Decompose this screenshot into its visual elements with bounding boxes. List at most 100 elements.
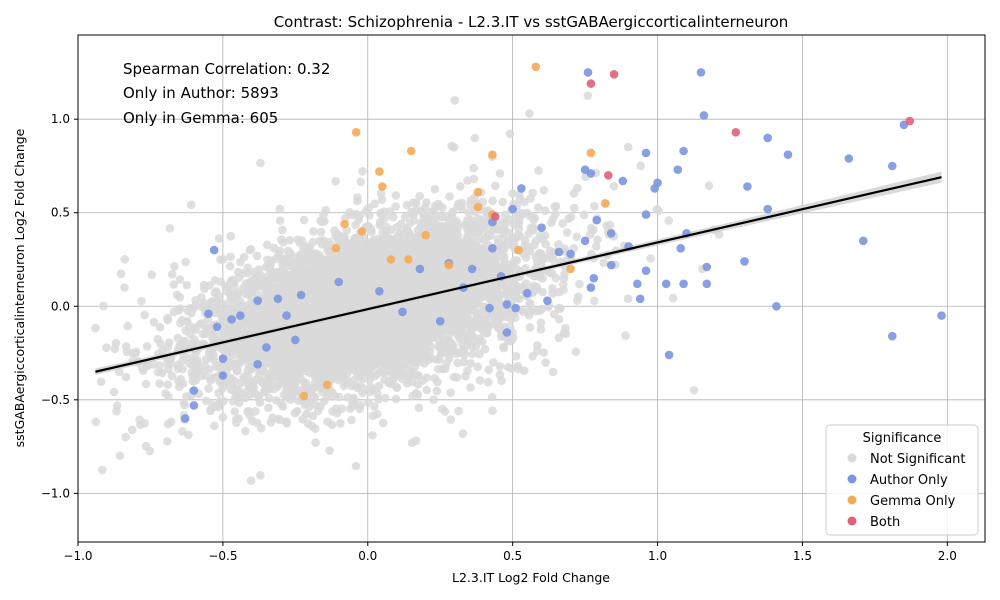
- not-significant-point: [243, 263, 253, 273]
- not-significant-point: [200, 284, 209, 294]
- not-significant-point: [508, 189, 517, 198]
- not-significant-point: [480, 344, 490, 354]
- not-significant-point: [445, 192, 454, 201]
- not-significant-point: [420, 203, 430, 212]
- not-significant-point: [378, 418, 388, 428]
- not-significant-point: [99, 301, 108, 311]
- not-significant-point: [164, 338, 174, 348]
- not-significant-point: [246, 476, 256, 486]
- not-significant-point: [226, 231, 236, 241]
- not-significant-point: [347, 415, 356, 425]
- not-significant-point: [415, 191, 425, 201]
- not-significant-point: [230, 407, 239, 416]
- not-significant-point: [483, 377, 493, 387]
- not-significant-point: [391, 394, 401, 404]
- not-significant-point: [466, 359, 475, 368]
- not-significant-point: [142, 342, 152, 351]
- not-significant-point: [251, 407, 260, 416]
- not-significant-point: [391, 202, 401, 211]
- not-significant-point: [353, 196, 362, 206]
- not-significant-point: [163, 313, 172, 323]
- not-significant-point: [571, 347, 581, 357]
- not-significant-point: [172, 290, 182, 300]
- not-significant-point: [252, 251, 262, 261]
- not-significant-point: [264, 393, 274, 403]
- not-significant-point: [278, 402, 288, 411]
- not-significant-point: [499, 342, 508, 352]
- not-significant-point: [248, 386, 258, 396]
- not-significant-point: [447, 209, 457, 219]
- not-significant-point: [178, 364, 187, 374]
- not-significant-point: [452, 373, 462, 382]
- not-significant-point: [316, 227, 326, 237]
- not-significant-point: [422, 385, 432, 395]
- not-significant-point: [232, 414, 241, 424]
- not-significant-point: [590, 201, 599, 211]
- not-significant-point: [468, 323, 478, 333]
- not-significant-point: [370, 402, 379, 411]
- not-significant-point: [116, 269, 126, 279]
- not-significant-point: [275, 246, 285, 256]
- not-significant-point: [109, 387, 119, 397]
- not-significant-point: [572, 296, 582, 305]
- not-significant-point: [327, 374, 336, 384]
- not-significant-point: [579, 210, 589, 220]
- not-significant-point: [414, 403, 424, 413]
- not-significant-point: [430, 184, 440, 194]
- not-significant-point: [572, 232, 581, 241]
- not-significant-point: [400, 212, 410, 222]
- not-significant-point: [487, 392, 497, 402]
- not-significant-point: [413, 380, 423, 389]
- not-significant-point: [246, 245, 256, 254]
- not-significant-point: [430, 373, 440, 383]
- not-significant-point: [355, 211, 364, 220]
- not-significant-point: [140, 310, 149, 320]
- not-significant-point: [243, 407, 252, 416]
- not-significant-point: [91, 417, 101, 427]
- not-significant-point: [135, 415, 144, 425]
- not-significant-point: [381, 393, 390, 403]
- not-significant-point: [551, 273, 561, 283]
- not-significant-point: [320, 217, 329, 226]
- not-significant-point: [470, 133, 480, 143]
- not-significant-point: [525, 109, 534, 118]
- not-significant-point: [181, 257, 190, 267]
- not-significant-point: [111, 338, 121, 348]
- not-significant-point: [461, 371, 470, 381]
- not-significant-point: [278, 225, 287, 235]
- not-significant-point: [388, 212, 398, 222]
- not-significant-point: [593, 235, 602, 245]
- not-significant-point: [174, 382, 184, 392]
- not-significant-point: [123, 321, 132, 331]
- not-significant-point: [286, 249, 296, 259]
- not-significant-point: [115, 451, 125, 461]
- not-significant-point: [261, 386, 271, 395]
- not-significant-point: [562, 228, 572, 237]
- not-significant-point: [668, 293, 678, 303]
- not-significant-point: [170, 262, 179, 271]
- not-significant-point: [155, 322, 165, 332]
- not-significant-point: [475, 376, 485, 385]
- not-significant-point: [536, 272, 545, 282]
- not-significant-point: [214, 234, 224, 243]
- not-significant-point: [432, 386, 442, 396]
- not-significant-point: [236, 257, 245, 267]
- not-significant-point: [488, 406, 497, 416]
- not-significant-point: [392, 383, 402, 393]
- not-significant-point: [155, 379, 164, 388]
- not-significant-point: [234, 398, 244, 408]
- not-significant-point: [91, 323, 100, 333]
- not-significant-point: [444, 215, 453, 225]
- not-significant-point: [368, 431, 377, 440]
- not-significant-point: [358, 167, 367, 176]
- not-significant-point: [498, 218, 507, 227]
- not-significant-point: [423, 218, 433, 228]
- not-significant-point: [201, 371, 210, 380]
- not-significant-point: [539, 348, 548, 357]
- not-significant-point: [216, 255, 225, 264]
- not-significant-point: [157, 368, 167, 378]
- not-significant-point: [554, 240, 563, 249]
- not-significant-point: [120, 254, 129, 264]
- not-significant-point: [243, 371, 253, 381]
- not-significant-point: [191, 325, 200, 335]
